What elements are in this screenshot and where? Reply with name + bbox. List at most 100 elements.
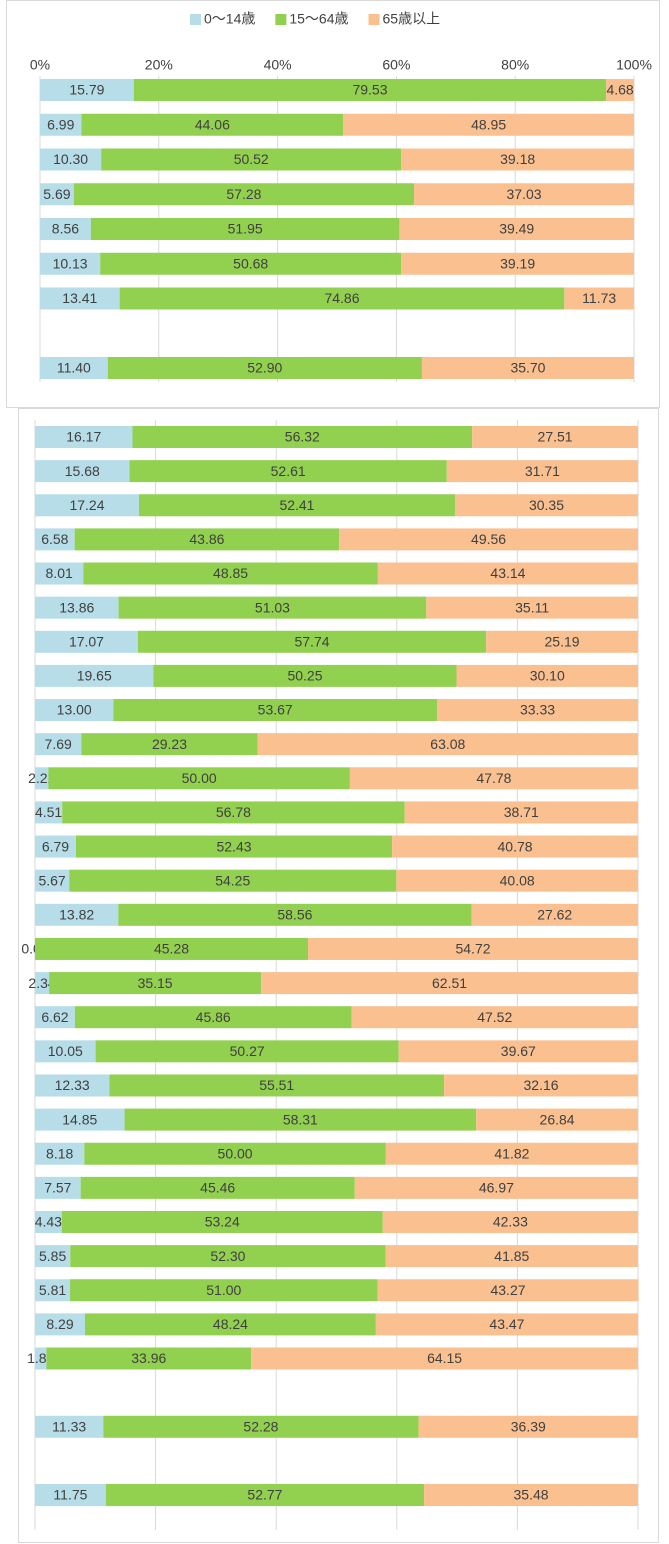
bar-segment <box>40 357 108 379</box>
bar-segment <box>606 79 634 101</box>
bar-segment <box>354 1176 638 1199</box>
bar-segment <box>377 562 638 585</box>
data-label: 36.39 <box>511 1418 546 1434</box>
data-label: 63.08 <box>430 736 465 752</box>
data-label: 35.70 <box>510 360 545 376</box>
data-label: 50.27 <box>230 1043 265 1059</box>
data-label: 45.28 <box>154 941 189 957</box>
bar-segment <box>35 733 82 756</box>
bar-segment <box>35 1142 85 1165</box>
bar-segment <box>153 664 457 687</box>
bar-segment <box>138 494 455 517</box>
x-tick-label: 60% <box>382 57 410 73</box>
data-label: 26.84 <box>540 1111 575 1127</box>
data-label: 50.00 <box>182 770 217 786</box>
data-label: 4.43 <box>35 1214 62 1230</box>
legend-swatch <box>190 14 201 25</box>
bar-segment <box>35 494 139 517</box>
bar-segment <box>40 218 91 240</box>
data-label: 58.56 <box>277 907 312 923</box>
bar-segment <box>35 1006 75 1029</box>
data-label: 56.32 <box>285 429 320 445</box>
data-label: 53.24 <box>205 1214 240 1230</box>
data-label: 5.67 <box>38 872 65 888</box>
data-label: 43.14 <box>490 565 525 581</box>
data-label: 11.73 <box>582 290 616 306</box>
data-label: 57.28 <box>226 186 261 202</box>
bar-segment <box>40 113 82 136</box>
bar-segment <box>437 699 638 722</box>
data-label: 62.51 <box>432 975 467 991</box>
data-label: 51.03 <box>255 599 290 615</box>
data-label: 15.68 <box>65 463 100 479</box>
bar-segment <box>49 972 262 995</box>
data-label: 35.48 <box>514 1487 549 1503</box>
data-label: 44.06 <box>195 116 230 132</box>
bar-segment <box>69 869 397 892</box>
data-label: 6.62 <box>41 1009 68 1025</box>
x-tick-label: 80% <box>501 57 529 73</box>
data-label: 37.03 <box>506 186 541 202</box>
bar-segment <box>90 218 400 240</box>
data-label: 52.41 <box>279 497 314 513</box>
data-label: 2.34 <box>28 975 55 991</box>
bar-segment <box>35 1279 71 1302</box>
data-label: 58.31 <box>283 1111 318 1127</box>
data-label: 41.82 <box>494 1145 529 1161</box>
data-label: 5.69 <box>43 186 70 202</box>
bar-segment <box>118 903 472 926</box>
bar-segment <box>351 1006 638 1029</box>
data-label: 6.99 <box>47 116 74 132</box>
data-label: 54.72 <box>455 941 490 957</box>
bar-segment <box>35 1074 110 1097</box>
data-label: 50.52 <box>234 151 269 167</box>
data-label: 45.46 <box>200 1180 235 1196</box>
bar-segment <box>81 733 258 756</box>
bar-segment <box>73 183 415 206</box>
bar-segment <box>129 460 447 483</box>
data-label: 13.86 <box>59 599 94 615</box>
bar-segment <box>80 1176 355 1199</box>
data-label: 46.97 <box>479 1180 514 1196</box>
bar-segment <box>424 1484 638 1507</box>
bar-segment <box>35 562 84 585</box>
bar-segment <box>35 426 133 448</box>
data-label: 74.86 <box>324 290 359 306</box>
data-label: 7.57 <box>44 1180 71 1196</box>
bar-segment <box>476 1108 638 1131</box>
bar-segment <box>46 1347 252 1370</box>
data-label: 79.53 <box>352 82 387 98</box>
bar-segment <box>35 767 49 790</box>
data-label: 49.56 <box>471 531 506 547</box>
bar-segment <box>100 252 402 275</box>
data-label: 8.01 <box>46 565 73 581</box>
data-label: 39.18 <box>500 151 535 167</box>
data-label: 51.95 <box>228 221 263 237</box>
data-label: 45.86 <box>196 1009 231 1025</box>
bar-segment <box>95 1040 399 1063</box>
bar-segment <box>377 1279 639 1302</box>
bar-segment <box>471 903 638 926</box>
data-label: 39.19 <box>500 255 535 271</box>
data-label: 48.24 <box>213 1316 248 1332</box>
bar-segment <box>261 972 638 995</box>
data-label: 55.51 <box>259 1077 294 1093</box>
bar-segment <box>70 1279 378 1302</box>
bar-segment <box>35 1347 47 1370</box>
data-label: 27.62 <box>537 907 572 923</box>
bar-segment <box>382 1210 638 1233</box>
bar-segment <box>62 801 405 824</box>
data-label: 35.11 <box>515 599 549 615</box>
data-label: 29.23 <box>152 736 187 752</box>
bar-segment <box>133 79 607 101</box>
data-label: 16.17 <box>66 429 101 445</box>
bar-segment <box>35 1108 125 1131</box>
data-label: 13.82 <box>59 907 94 923</box>
bar-segment <box>101 148 402 171</box>
bar-segment <box>343 113 634 136</box>
bar-segment <box>308 937 638 960</box>
bar-segment <box>83 562 378 585</box>
data-label: 13.41 <box>62 290 97 306</box>
data-label: 52.77 <box>247 1487 282 1503</box>
